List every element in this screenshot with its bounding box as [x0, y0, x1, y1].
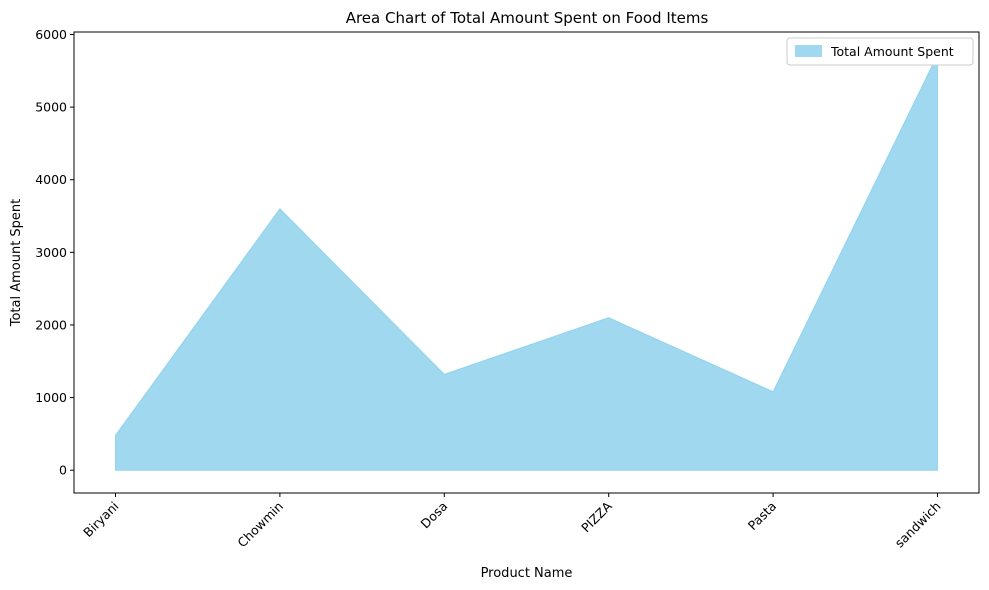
legend-swatch — [795, 45, 822, 57]
area-series-total-amount-spent — [115, 54, 938, 471]
x-tick-label: sandwich — [892, 499, 944, 551]
chart-title: Area Chart of Total Amount Spent on Food… — [346, 9, 709, 27]
x-tick-label: Biryani — [80, 499, 121, 540]
y-tick-label: 0 — [59, 463, 67, 478]
x-axis-label: Product Name — [481, 566, 573, 581]
plot-area — [73, 31, 980, 494]
y-tick-label: 4000 — [35, 172, 67, 187]
x-tick-label: Pasta — [745, 499, 779, 533]
y-tick-label: 2000 — [35, 317, 67, 332]
axes-frame — [73, 31, 980, 494]
y-axis-label: Total Amount Spent — [9, 199, 24, 328]
y-axis: 0 1000 2000 3000 4000 5000 6000 — [35, 27, 74, 478]
legend: Total Amount Spent — [786, 37, 974, 66]
y-tick-label: 3000 — [35, 245, 67, 260]
x-tick-label: Dosa — [418, 499, 451, 532]
legend-label: Total Amount Spent — [830, 44, 954, 59]
y-tick-label: 1000 — [35, 390, 67, 405]
legend-box — [786, 37, 974, 66]
x-tick-label: Chowmin — [234, 499, 286, 551]
y-tick-label: 5000 — [35, 100, 67, 115]
x-tick-label: PIZZA — [578, 498, 615, 535]
y-tick-label: 6000 — [35, 27, 67, 42]
x-axis: Biryani Chowmin Dosa PIZZA Pasta sandwich — [80, 493, 944, 551]
